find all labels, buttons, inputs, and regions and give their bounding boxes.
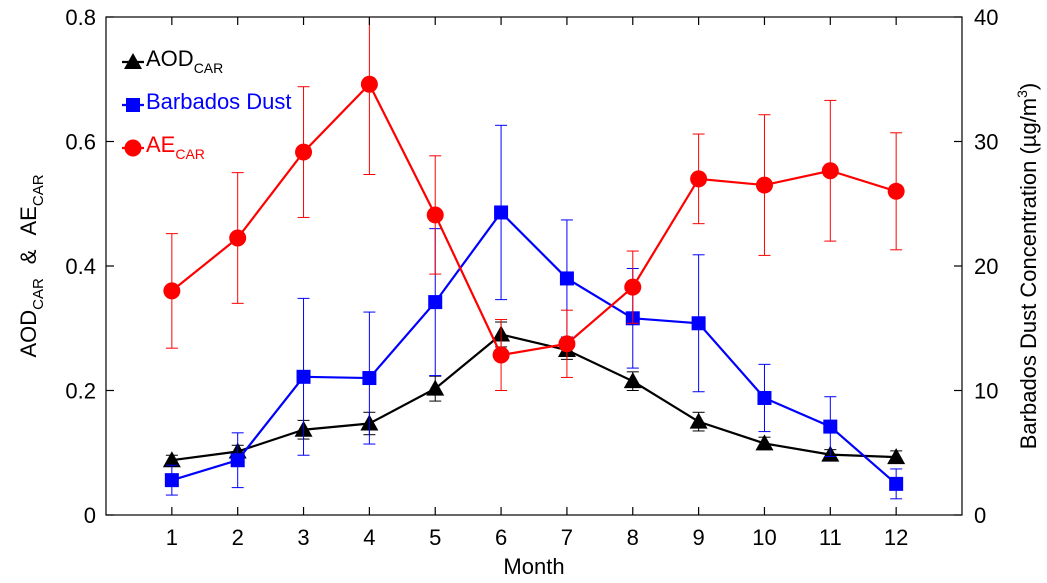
- legend-item: AECAR: [122, 132, 205, 162]
- legend-marker: [124, 53, 142, 69]
- legend-marker: [126, 98, 140, 112]
- y-tick-label: 0.6: [65, 130, 96, 155]
- y-axis-label-part: AE: [16, 206, 41, 235]
- y-tick-label: 0.8: [65, 5, 96, 30]
- data-point: [492, 346, 510, 364]
- data-point: [889, 476, 904, 491]
- y-axis-label-part: &: [16, 249, 41, 264]
- data-point: [162, 451, 181, 468]
- y-axis-label-sub: CAR: [30, 278, 47, 310]
- data-point: [164, 473, 179, 488]
- series-line: [171, 333, 897, 462]
- y2-tick-label: 40: [974, 5, 998, 30]
- y-axis-label: AODCAR​&AECAR​: [16, 174, 47, 357]
- y-tick-label: 0.4: [65, 254, 96, 279]
- data-point: [757, 390, 772, 405]
- legend-item: Barbados Dust: [122, 89, 292, 114]
- x-tick-label: 10: [752, 525, 776, 550]
- series-line: [171, 210, 897, 485]
- data-point: [755, 434, 774, 451]
- x-tick-label: 9: [692, 525, 704, 550]
- y-tick-label: 0: [84, 503, 96, 528]
- data-point: [887, 448, 906, 465]
- x-tick-label: 11: [819, 525, 842, 550]
- x-axis-label: Month: [503, 554, 564, 579]
- y2-tick-label: 30: [974, 130, 998, 155]
- legend-sub: CAR: [175, 146, 205, 162]
- data-point: [229, 229, 247, 247]
- plot-area: [162, 17, 906, 500]
- y-tick-label: 0.2: [65, 379, 96, 404]
- data-point: [558, 335, 576, 353]
- y2-tick-label: 20: [974, 254, 998, 279]
- data-point: [559, 271, 574, 286]
- data-point: [230, 453, 245, 468]
- x-tick-label: 3: [297, 525, 309, 550]
- data-point: [426, 206, 444, 224]
- data-point: [296, 369, 311, 384]
- x-tick-label: 6: [495, 525, 507, 550]
- data-point: [163, 282, 181, 300]
- series-line: [171, 82, 897, 357]
- x-tick-label: 2: [232, 525, 244, 550]
- data-point: [690, 170, 708, 188]
- y2-axis-label-sup: 3: [1014, 90, 1030, 98]
- y2-tick-label: 10: [974, 379, 998, 404]
- data-point: [624, 278, 642, 296]
- data-point: [689, 412, 708, 429]
- data-point: [360, 75, 378, 93]
- y2-axis-label: Barbados Dust Concentration (µg/m3​): [1014, 83, 1041, 450]
- x-tick-label: 8: [627, 525, 639, 550]
- legend-name: Barbados Dust: [146, 89, 292, 114]
- data-point: [428, 295, 443, 310]
- data-point: [426, 379, 445, 396]
- data-point: [623, 372, 642, 389]
- x-tick-label: 12: [884, 525, 908, 550]
- data-point: [494, 205, 509, 220]
- data-point: [887, 182, 905, 200]
- x-tick-label: 4: [363, 525, 375, 550]
- legend-label: AODCAR: [146, 46, 223, 76]
- y2-axis-label-part: Barbados Dust Concentration (µg/m: [1016, 98, 1041, 449]
- legend-sub: CAR: [194, 60, 224, 76]
- x-tick-label: 1: [166, 525, 178, 550]
- legend-label: Barbados Dust: [146, 89, 292, 114]
- legend-name: AE: [146, 132, 175, 157]
- y-axis-label-part: AOD: [16, 310, 41, 358]
- y2-tick-label: 0: [974, 503, 986, 528]
- x-tick-label: 7: [561, 525, 573, 550]
- x-tick-label: 5: [429, 525, 441, 550]
- data-point: [691, 316, 706, 331]
- data-point: [823, 419, 838, 434]
- legend-name: AOD: [146, 46, 194, 71]
- legend-label: AECAR: [146, 132, 205, 162]
- legend-item: AODCAR: [122, 46, 223, 76]
- data-point: [295, 143, 313, 161]
- y2-axis-label-part: ): [1016, 83, 1041, 90]
- data-point: [821, 162, 839, 180]
- data-point: [362, 371, 377, 386]
- data-point: [755, 176, 773, 194]
- y-axis-label-sub: CAR: [30, 174, 47, 206]
- legend-marker: [124, 139, 142, 157]
